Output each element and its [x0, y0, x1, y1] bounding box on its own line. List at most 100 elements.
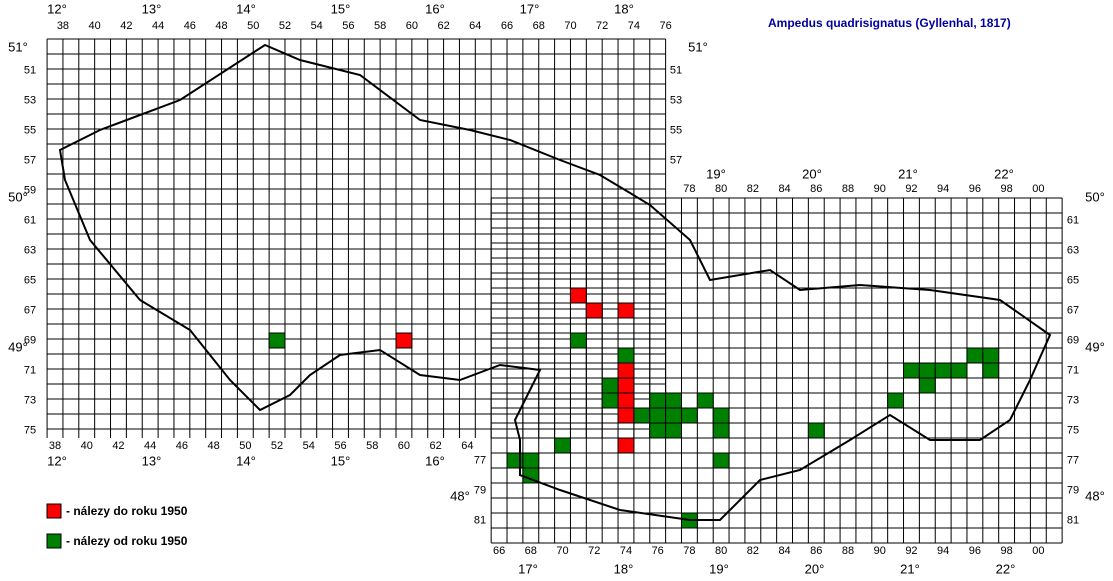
label: 81	[1067, 514, 1079, 526]
label: 15°	[331, 453, 351, 468]
label: 90	[874, 545, 886, 557]
label: 60	[406, 20, 418, 32]
label: 13°	[142, 453, 162, 468]
record-cell	[617, 437, 635, 454]
label: 51°	[8, 39, 28, 54]
label: 48°	[1085, 488, 1105, 503]
label: 73	[1067, 394, 1079, 406]
label: 63	[1067, 244, 1079, 256]
label: 51°	[688, 39, 708, 54]
label: 64	[469, 20, 481, 32]
label: 67	[1067, 304, 1079, 316]
label: 50	[247, 20, 259, 32]
record-cell	[649, 392, 667, 409]
record-cell	[395, 332, 413, 349]
label: 86	[810, 183, 822, 195]
label: 19°	[709, 561, 729, 576]
label: 40	[81, 440, 93, 452]
records	[268, 287, 1000, 529]
record-cell	[982, 362, 1000, 379]
label: 57	[670, 154, 682, 166]
record-cell	[617, 377, 635, 394]
label: 72	[588, 545, 600, 557]
label: 86	[810, 545, 822, 557]
label: 13°	[142, 1, 162, 16]
label: 65	[24, 274, 36, 286]
label: 38	[49, 440, 61, 452]
labels: 38 40 42 44 46 48 50 52 54 56 58 60 62 64 66 68 70 72 74 76…	[8, 1, 1105, 576]
label: 98	[1000, 183, 1012, 195]
label: 77	[1067, 454, 1079, 466]
record-cell	[522, 452, 540, 469]
label: 76	[659, 20, 671, 32]
label: 48	[215, 20, 227, 32]
label: 96	[969, 183, 981, 195]
label: 61	[24, 214, 36, 226]
map-title: Ampedus quadrisignatus (Gyllenhal, 1817)	[768, 16, 1011, 30]
label: 38	[57, 20, 69, 32]
record-cell	[918, 377, 936, 394]
label: 17°	[520, 1, 540, 16]
record-cell	[585, 302, 603, 319]
label: 70	[564, 20, 576, 32]
label: 69	[1067, 334, 1079, 346]
label: 71	[1067, 364, 1079, 376]
label: 96	[969, 545, 981, 557]
grid	[46, 38, 1063, 544]
label: 52	[279, 20, 291, 32]
record-cell	[918, 362, 936, 379]
label: 79	[1067, 484, 1079, 496]
label: 14°	[236, 453, 256, 468]
label: 52	[271, 440, 283, 452]
record-cell	[887, 392, 905, 409]
record-cell	[982, 347, 1000, 364]
label: 68	[533, 20, 545, 32]
record-cell	[903, 362, 920, 379]
record-cell	[601, 377, 619, 394]
label: 56	[334, 440, 346, 452]
label: 84	[778, 545, 790, 557]
label: 22°	[996, 561, 1016, 576]
label: 54	[311, 20, 323, 32]
label: 44	[144, 440, 156, 452]
label: 81	[474, 514, 486, 526]
label: 57	[24, 154, 36, 166]
label: 12°	[47, 453, 67, 468]
label: 67	[24, 304, 36, 316]
label: 55	[670, 124, 682, 136]
label: 70	[556, 545, 568, 557]
label: 68	[525, 545, 537, 557]
record-cell	[966, 347, 984, 364]
label: 48	[207, 440, 219, 452]
label: 16°	[425, 453, 445, 468]
label: 50°	[1085, 189, 1105, 204]
label: 50	[239, 440, 251, 452]
label: 51	[670, 64, 682, 76]
label: 00	[1032, 183, 1044, 195]
label: 40	[89, 20, 101, 32]
label: 66	[493, 545, 505, 557]
record-cell	[617, 347, 635, 364]
label: 73	[24, 394, 36, 406]
label: 51	[24, 64, 36, 76]
label: 75	[24, 424, 36, 436]
label: 44	[152, 20, 164, 32]
record-cell	[712, 422, 730, 439]
record-cell	[712, 452, 730, 469]
label: 56	[342, 20, 354, 32]
label: 80	[715, 183, 727, 195]
label: 15°	[331, 1, 351, 16]
label: 50°	[8, 189, 28, 204]
label: 19°	[706, 166, 726, 181]
label: 75	[1067, 424, 1079, 436]
legend-label: - nálezy do roku 1950	[66, 504, 188, 518]
label: 62	[430, 440, 442, 452]
label: 20°	[802, 166, 822, 181]
record-cell	[617, 392, 635, 409]
label: 53	[670, 94, 682, 106]
label: 77	[474, 454, 486, 466]
label: 49°	[1085, 339, 1105, 354]
record-cell	[633, 407, 651, 424]
label: 62	[437, 20, 449, 32]
record-cell	[807, 422, 825, 439]
